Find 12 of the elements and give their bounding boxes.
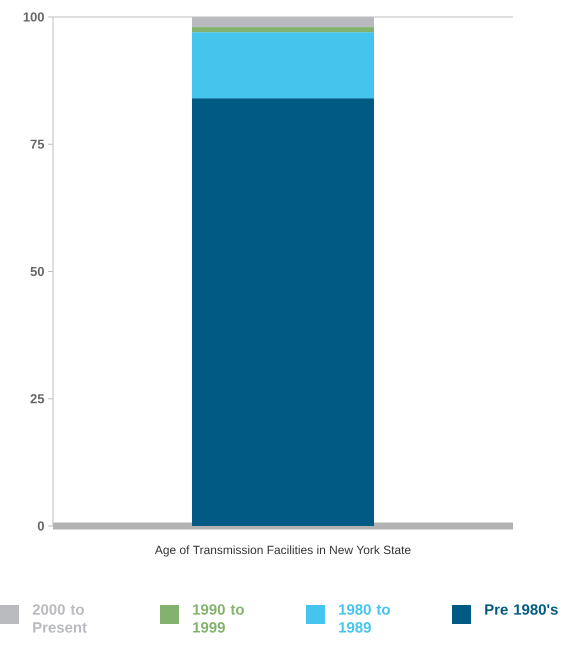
y-tick-label: 100 xyxy=(24,12,44,22)
legend-label: 2000 to Present xyxy=(32,604,87,633)
y-tick-label: 25 xyxy=(30,394,44,404)
y-tick-label: 0 xyxy=(38,521,44,531)
y-tick-label: 75 xyxy=(30,140,44,149)
x-axis-title: Age of Transmission Facilities in New York State xyxy=(154,545,411,556)
legend-label: 1980 to 1989 xyxy=(339,604,390,633)
legend-label: Pre 1980's xyxy=(485,604,558,615)
bar xyxy=(192,32,374,98)
y-tick-label: 50 xyxy=(30,266,44,276)
legend-label: 1990 to 1999 xyxy=(193,604,244,633)
bar xyxy=(192,27,374,32)
